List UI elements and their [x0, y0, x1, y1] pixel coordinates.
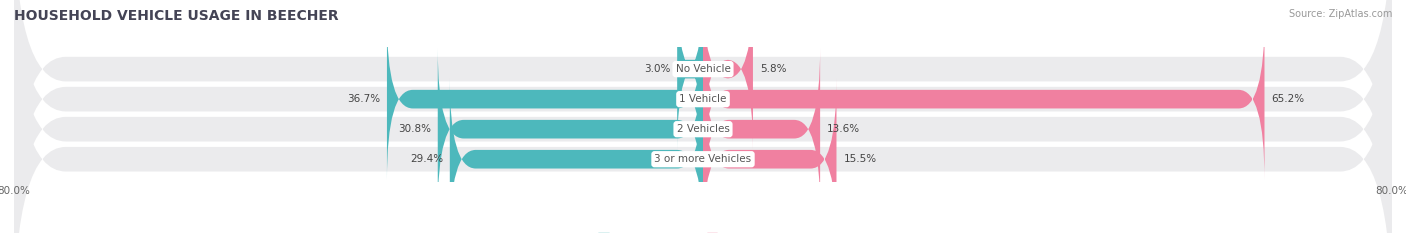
FancyBboxPatch shape: [14, 0, 1392, 233]
FancyBboxPatch shape: [450, 79, 703, 233]
Text: HOUSEHOLD VEHICLE USAGE IN BEECHER: HOUSEHOLD VEHICLE USAGE IN BEECHER: [14, 9, 339, 23]
Text: 3.0%: 3.0%: [644, 64, 671, 74]
FancyBboxPatch shape: [437, 48, 703, 210]
Text: 29.4%: 29.4%: [409, 154, 443, 164]
FancyBboxPatch shape: [14, 0, 1392, 233]
Text: 2 Vehicles: 2 Vehicles: [676, 124, 730, 134]
FancyBboxPatch shape: [703, 0, 754, 150]
Text: 30.8%: 30.8%: [398, 124, 430, 134]
Text: 3 or more Vehicles: 3 or more Vehicles: [654, 154, 752, 164]
Text: No Vehicle: No Vehicle: [675, 64, 731, 74]
Text: Source: ZipAtlas.com: Source: ZipAtlas.com: [1288, 9, 1392, 19]
Text: 13.6%: 13.6%: [827, 124, 860, 134]
Text: 15.5%: 15.5%: [844, 154, 876, 164]
Text: 5.8%: 5.8%: [759, 64, 786, 74]
FancyBboxPatch shape: [14, 0, 1392, 233]
FancyBboxPatch shape: [703, 48, 820, 210]
FancyBboxPatch shape: [703, 18, 1264, 180]
FancyBboxPatch shape: [387, 18, 703, 180]
FancyBboxPatch shape: [678, 0, 703, 150]
FancyBboxPatch shape: [14, 0, 1392, 233]
FancyBboxPatch shape: [703, 79, 837, 233]
Text: 65.2%: 65.2%: [1271, 94, 1305, 104]
Legend: Owner-occupied, Renter-occupied: Owner-occupied, Renter-occupied: [595, 229, 811, 233]
Text: 36.7%: 36.7%: [347, 94, 380, 104]
Text: 1 Vehicle: 1 Vehicle: [679, 94, 727, 104]
